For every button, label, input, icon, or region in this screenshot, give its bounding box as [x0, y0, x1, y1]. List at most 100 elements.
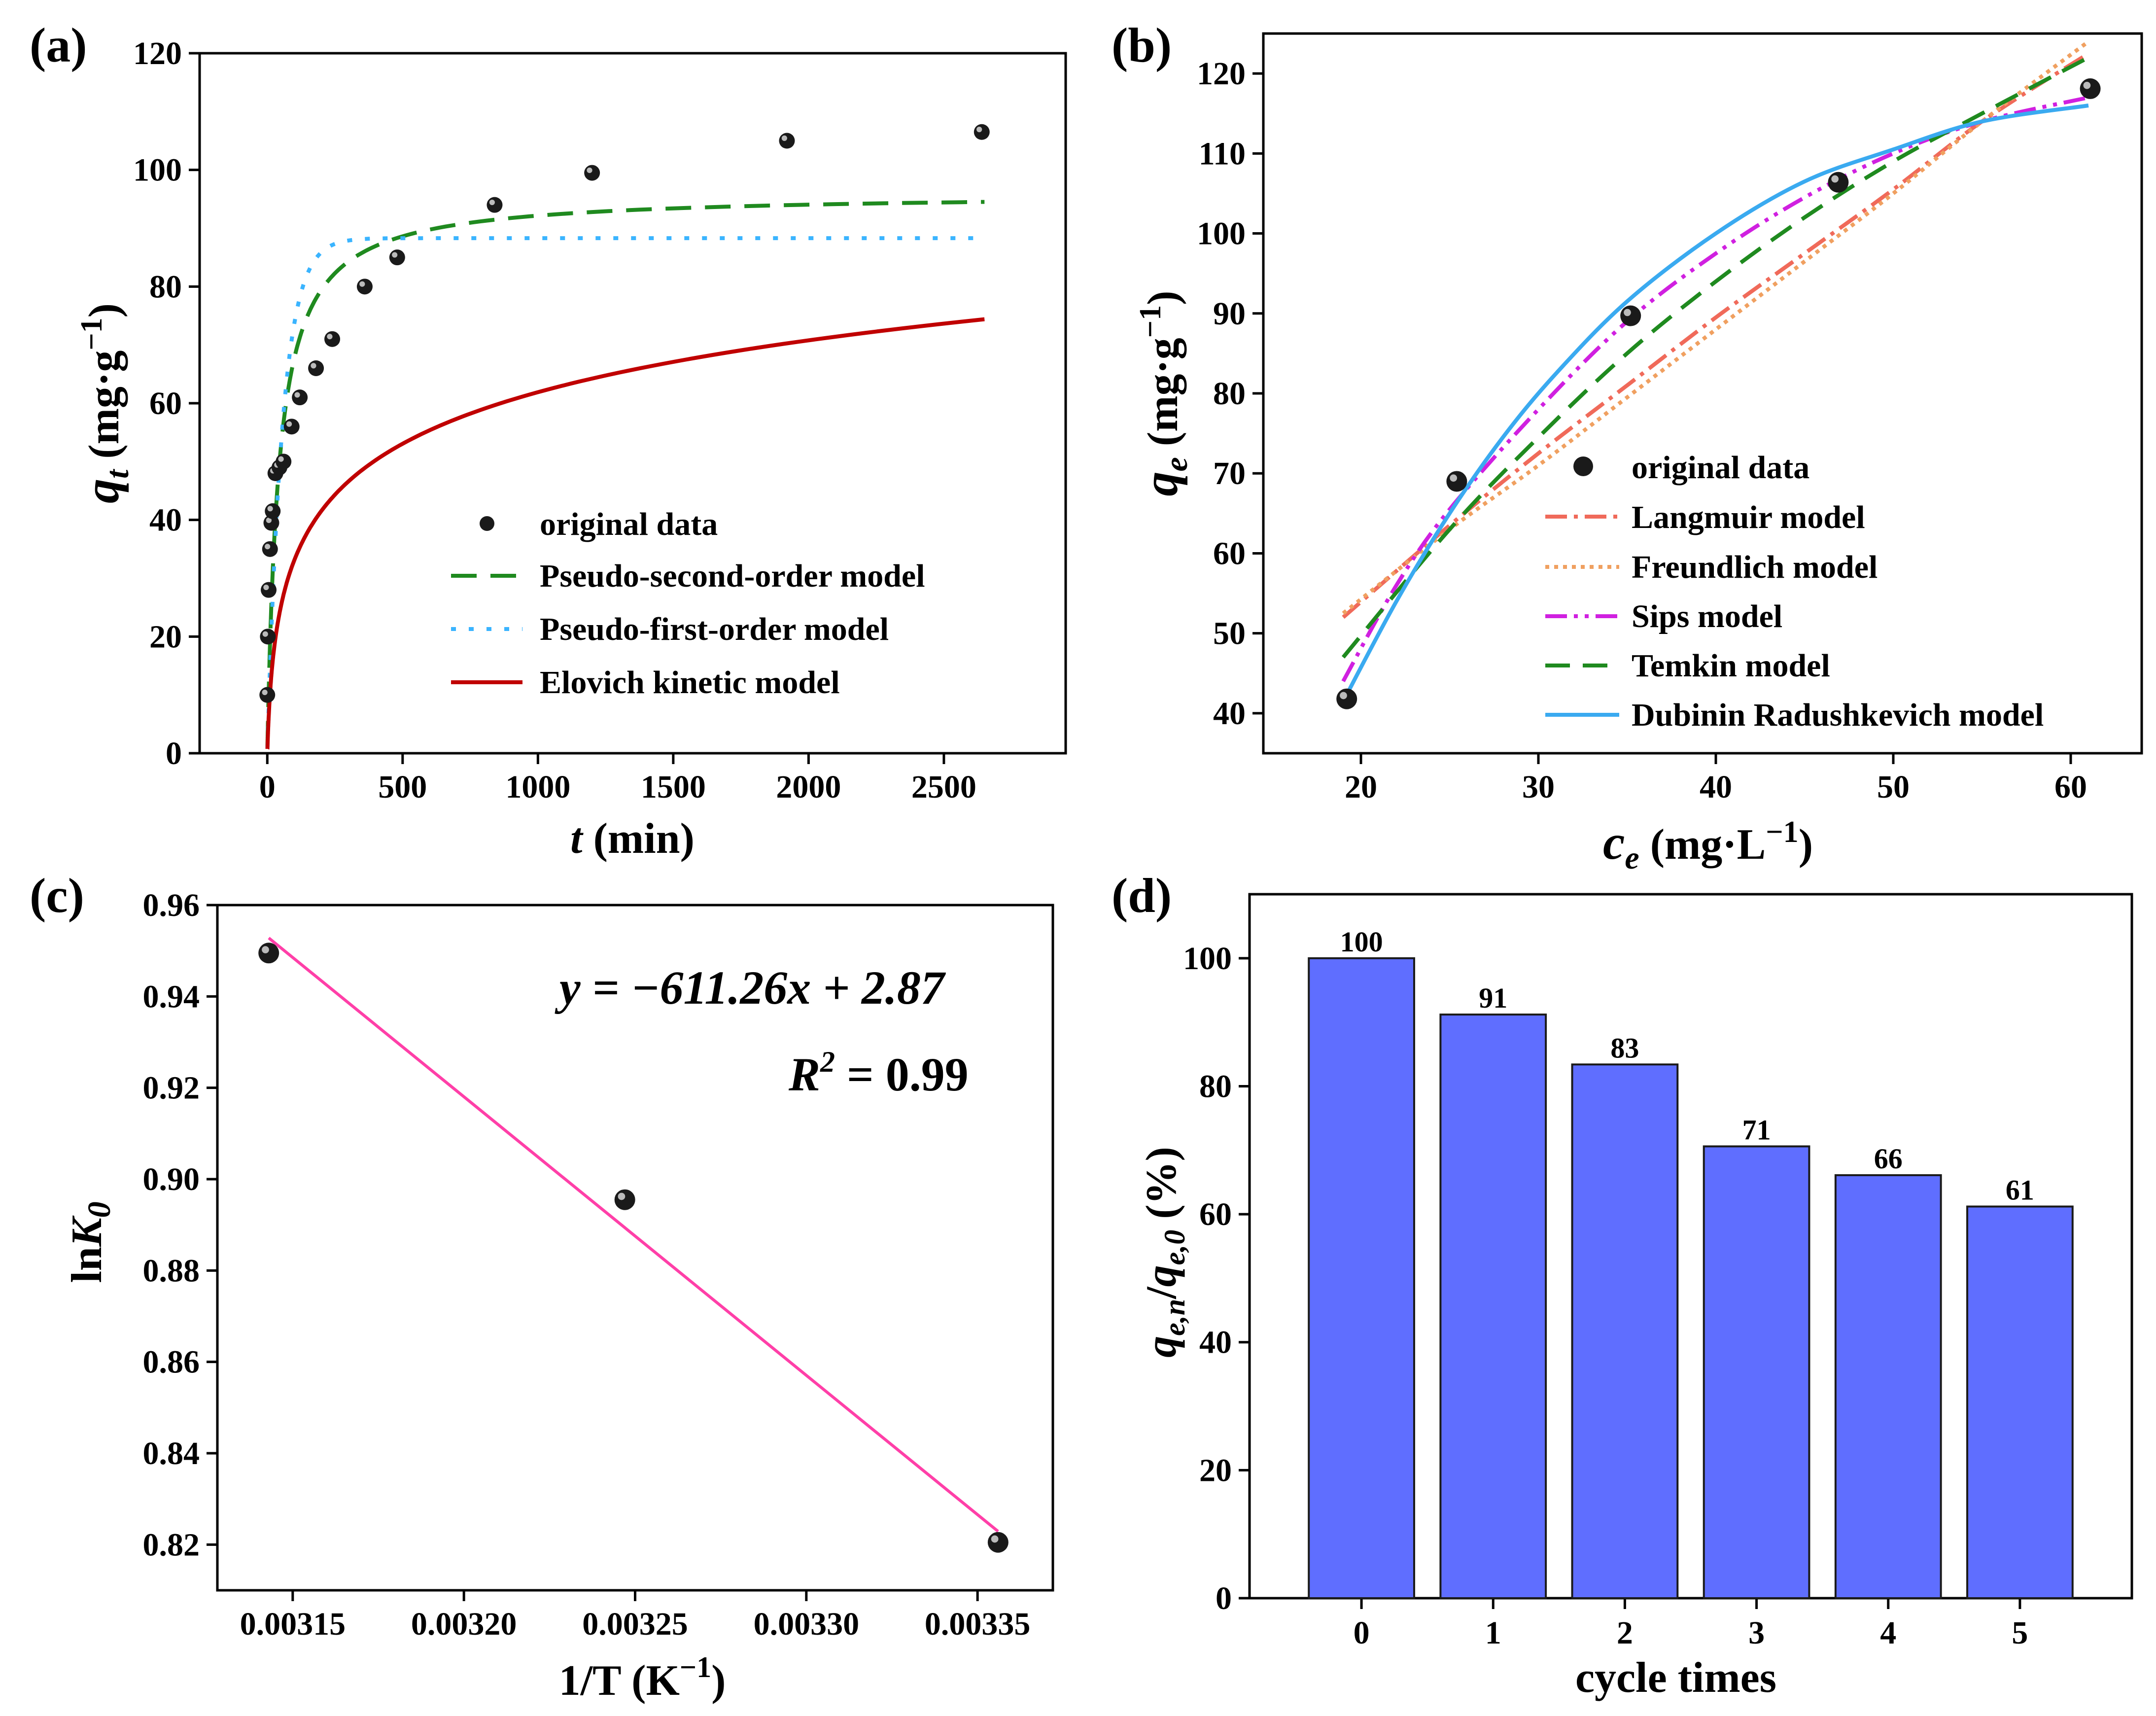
panel-a-data-point [292, 389, 308, 406]
panel-b-y-tick-label: 120 [1197, 56, 1246, 92]
panel-a-x-tick-label: 0 [259, 769, 276, 805]
panel-d-bar [1834, 1174, 1942, 1600]
panel-a-axes-frame [198, 52, 1067, 755]
panel-a-legend-label-data: original data [540, 506, 718, 542]
panel-c-label: (c) [30, 868, 84, 923]
panel-a-data-point-highlight [266, 517, 272, 524]
panel-c-vant-hoff: (c) 0.00315 0.00320 0.00325 0.00330 0.00335 0… [30, 868, 1054, 1705]
panel-b-x-tick-label: 60 [2054, 769, 2087, 805]
panel-a-x-tick-label: 2000 [776, 769, 841, 805]
panel-c-x-tick-label: 0.00335 [925, 1606, 1031, 1642]
panel-c-x-tick-label: 0.00320 [411, 1606, 517, 1642]
panel-a-data-point-highlight [489, 199, 495, 206]
panel-c-x-tick-label: 0.00315 [240, 1606, 346, 1642]
panel-a-data-point [584, 165, 600, 181]
panel-b-x-axis-label: ce (mg·L−1) [1603, 815, 1813, 876]
panel-a-data-point [265, 503, 281, 519]
panel-d-bar-value-label: 61 [2006, 1174, 2034, 1206]
panel-a-x-tick-label: 1500 [641, 769, 706, 805]
panel-a-points [259, 124, 990, 703]
panel-a-data-point [779, 133, 795, 149]
panel-b-data-point [1446, 471, 1467, 492]
panel-c-data-point [614, 1189, 635, 1210]
panel-a-data-point-highlight [587, 167, 592, 174]
panel-b-axes-frame [1262, 32, 2143, 755]
panel-c-fit-line [268, 937, 999, 1533]
panel-b-data-point-highlight [2083, 81, 2091, 89]
panel-a-kinetics: (a) 0 500 1000 1500 2000 2500020406080100120 … [30, 18, 1067, 863]
panel-a-data-point-highlight [286, 421, 292, 427]
panel-a-y-tick-label: 120 [133, 35, 182, 71]
panel-c-equation: y = −611.26x + 2.87 [555, 961, 946, 1014]
panel-c-x-tick-label: 0.00330 [754, 1606, 860, 1642]
panel-c-r-squared: R2 = 0.99 [788, 1046, 969, 1101]
panel-a-series-line [265, 317, 985, 750]
panel-d-y-tick-label: 0 [1216, 1580, 1232, 1616]
panel-d-bar-value-label: 100 [1340, 926, 1383, 958]
panel-a-data-point-highlight [359, 281, 365, 287]
panel-a-legend: original data Pseudo-second-order model … [451, 506, 925, 700]
panel-a-data-point-highlight [976, 127, 982, 133]
panel-a-x-axis-label: t (min) [570, 815, 695, 863]
panel-a-data-point [259, 687, 276, 703]
panel-a-y-axis-label: qt (mg·g−1) [74, 303, 136, 503]
panel-a-data-point [356, 279, 373, 295]
panel-b-x-tick-label: 50 [1877, 769, 1910, 805]
panel-c-y-axis-label: lnK0 [63, 1201, 117, 1283]
panel-b-y-tick-label: 50 [1213, 616, 1246, 652]
panel-d-axes-frame [1248, 893, 2133, 1600]
panel-a-data-point-highlight [263, 584, 269, 591]
panel-c-y-tick-label: 0.96 [143, 887, 200, 923]
panel-a-data-point [276, 454, 292, 470]
panel-b-series-line [1342, 40, 2090, 615]
panel-d-y-tick-label: 60 [1199, 1196, 1232, 1232]
panel-a-data-point [283, 419, 300, 435]
panel-b-legend: original data Langmuir model Freundlich … [1545, 450, 2044, 733]
panel-d-x-axis-label: cycle times [1575, 1654, 1776, 1702]
panel-a-ticks: 0 500 1000 1500 2000 2500 0 20 40 60 80 100 120 [133, 35, 976, 805]
panel-a-data-point-highlight [294, 392, 300, 398]
panel-a-y-tick-label: 80 [149, 269, 182, 305]
panel-b-y-tick-label: 90 [1213, 296, 1246, 332]
panel-a-y-tick-label: 20 [149, 619, 182, 655]
panel-a-legend-label-elovich: Elovich kinetic model [540, 665, 840, 700]
panel-b-y-tick-label: 80 [1213, 376, 1246, 412]
panel-b-x-tick-label: 40 [1700, 769, 1732, 805]
panel-a-label: (a) [30, 18, 87, 72]
panel-b-legend-marker-data [1573, 456, 1593, 476]
panel-a-data-point [262, 541, 278, 557]
panel-a-x-tick-label: 2500 [911, 769, 976, 805]
panel-d-bar-value-label: 91 [1479, 982, 1507, 1014]
panel-a-x-tick-label: 1000 [505, 769, 570, 805]
panel-d-bar [1966, 1205, 2074, 1599]
panel-d-bar [1308, 957, 1415, 1599]
panel-b-data-point-highlight [1624, 309, 1631, 316]
panel-c-y-tick-label: 0.82 [143, 1527, 200, 1563]
panel-c-y-tick-label: 0.86 [143, 1344, 200, 1380]
panel-c-data-point-highlight [262, 946, 269, 953]
panel-b-series-line [1341, 104, 2089, 702]
panel-b-y-tick-label: 70 [1213, 455, 1246, 491]
panel-d-y-tick-label: 80 [1199, 1068, 1232, 1104]
panel-d-x-tick-label: 0 [1354, 1615, 1370, 1651]
panel-a-y-tick-label: 40 [149, 502, 182, 538]
panel-b-series-line [1341, 95, 2089, 682]
panel-d-bar [1571, 1063, 1679, 1599]
panel-b-points [1336, 78, 2101, 709]
panel-b-legend-label-sips: Sips model [1632, 598, 1782, 634]
panel-d-x-tick-label: 3 [1748, 1615, 1765, 1651]
panel-c-data-point-highlight [618, 1192, 626, 1200]
panel-b-legend-label-temkin: Temkin model [1632, 648, 1830, 684]
panel-a-data-point-highlight [392, 252, 398, 258]
panel-a-data-point-highlight [267, 506, 273, 512]
panel-b-data-point-highlight [1831, 175, 1839, 183]
panel-d-ticks: 0 20 40 60 80 100 0 1 2 3 4 5 [1183, 941, 2028, 1651]
panel-c-data-point-highlight [991, 1535, 999, 1543]
panel-c-points [258, 943, 1008, 1553]
panel-c-x-tick-label: 0.00325 [582, 1606, 688, 1642]
panel-b-label: (b) [1112, 18, 1172, 72]
panel-b-x-tick-label: 20 [1345, 769, 1377, 805]
panel-b-y-tick-label: 110 [1199, 136, 1246, 172]
panel-d-y-axis-label: qe,n/qe,0 (%) [1138, 1147, 1191, 1358]
